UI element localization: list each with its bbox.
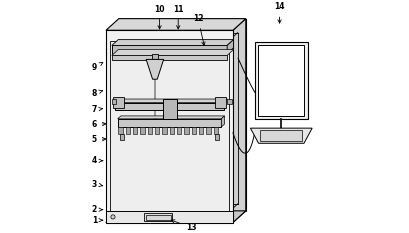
Text: 6: 6 (92, 120, 106, 129)
Bar (213, 127, 217, 134)
Polygon shape (119, 19, 245, 211)
Text: 9: 9 (92, 62, 103, 72)
Polygon shape (221, 116, 224, 127)
Bar (152, 54, 157, 59)
Bar (110, 41, 228, 212)
Polygon shape (106, 211, 245, 223)
Polygon shape (250, 128, 311, 143)
Bar (120, 134, 124, 140)
Bar (254, 42, 307, 119)
Polygon shape (106, 19, 245, 30)
Bar (125, 127, 130, 134)
Bar (162, 127, 166, 134)
Text: 13: 13 (171, 220, 196, 232)
Bar (215, 97, 226, 108)
Bar (191, 127, 196, 134)
Bar (163, 99, 177, 119)
Bar (214, 134, 218, 140)
Bar (144, 213, 172, 221)
Bar (184, 127, 188, 134)
Bar (140, 127, 144, 134)
Text: 5: 5 (92, 135, 106, 144)
Bar (155, 127, 159, 134)
Polygon shape (115, 99, 227, 103)
Text: 11: 11 (173, 5, 183, 29)
Bar (106, 30, 232, 223)
Polygon shape (117, 116, 224, 119)
Bar (260, 130, 301, 141)
Bar (176, 127, 181, 134)
Bar (146, 215, 170, 220)
Bar (147, 127, 152, 134)
Bar (258, 45, 303, 116)
Bar (227, 99, 231, 104)
Bar (117, 119, 221, 127)
Text: 1: 1 (92, 216, 102, 225)
Bar (106, 211, 232, 223)
Text: 2: 2 (92, 205, 102, 214)
Text: 12: 12 (192, 14, 204, 45)
Bar (169, 127, 173, 134)
Text: 14: 14 (274, 3, 284, 23)
Polygon shape (227, 40, 233, 54)
Text: 8: 8 (92, 89, 102, 98)
Bar (115, 103, 223, 110)
Text: 4: 4 (92, 156, 102, 165)
Bar (118, 127, 122, 134)
Text: 3: 3 (92, 180, 102, 188)
Circle shape (110, 215, 115, 219)
Text: 7: 7 (92, 105, 102, 114)
Polygon shape (146, 59, 163, 79)
Text: 10: 10 (154, 5, 164, 29)
Polygon shape (232, 19, 245, 223)
Bar (133, 127, 137, 134)
Bar (112, 99, 116, 104)
Bar (198, 127, 203, 134)
Polygon shape (112, 50, 233, 55)
Bar (206, 127, 210, 134)
Bar (112, 97, 124, 108)
Bar (112, 55, 227, 60)
Polygon shape (112, 40, 233, 45)
Bar (152, 118, 157, 121)
Bar (112, 45, 227, 54)
